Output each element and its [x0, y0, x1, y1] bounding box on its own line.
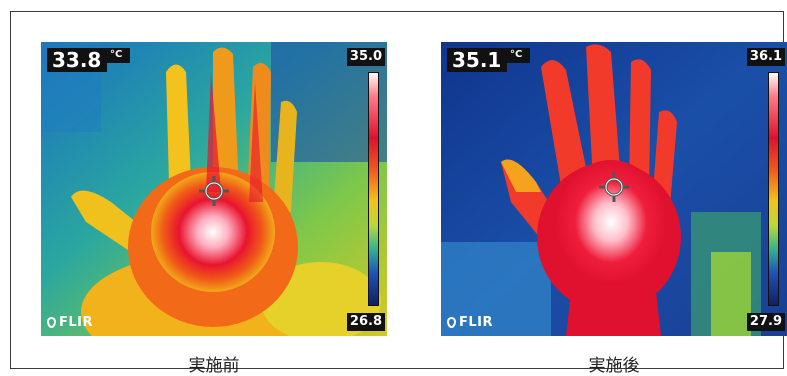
temperature-unit: °C	[105, 48, 131, 63]
brand-text: FLIR	[59, 315, 94, 330]
brand-logo: FLIR	[447, 315, 493, 330]
scale-min-label: 26.8	[346, 313, 385, 331]
color-scale-bar	[368, 72, 379, 306]
scale-min-label: 27.9	[746, 313, 785, 331]
scale-max-label: 35.0	[346, 48, 385, 66]
color-scale-bar	[768, 72, 779, 306]
flir-flame-icon	[47, 317, 56, 328]
temperature-value: 33.8	[52, 48, 102, 72]
temperature-readout: 33.8	[47, 48, 108, 72]
temperature-readout: 35.1	[447, 48, 508, 72]
crosshair-icon	[199, 176, 229, 206]
temperature-unit: °C	[505, 48, 531, 63]
caption-before: 実施前	[188, 356, 240, 376]
thermal-image-after: 35.1 °C 36.1 27.9 FLIR	[441, 42, 787, 336]
thermal-scene-after	[441, 42, 787, 336]
crosshair-icon	[599, 172, 629, 202]
figure-frame: 33.8 °C 35.0 26.8 FLIR	[10, 11, 787, 376]
thermal-image-before: 33.8 °C 35.0 26.8 FLIR	[41, 42, 387, 336]
scale-max-label: 36.1	[746, 48, 785, 66]
brand-logo: FLIR	[47, 315, 93, 330]
brand-text: FLIR	[459, 315, 494, 330]
temperature-value: 35.1	[452, 48, 502, 72]
flir-flame-icon	[447, 317, 456, 328]
caption-after: 実施後	[588, 356, 640, 376]
